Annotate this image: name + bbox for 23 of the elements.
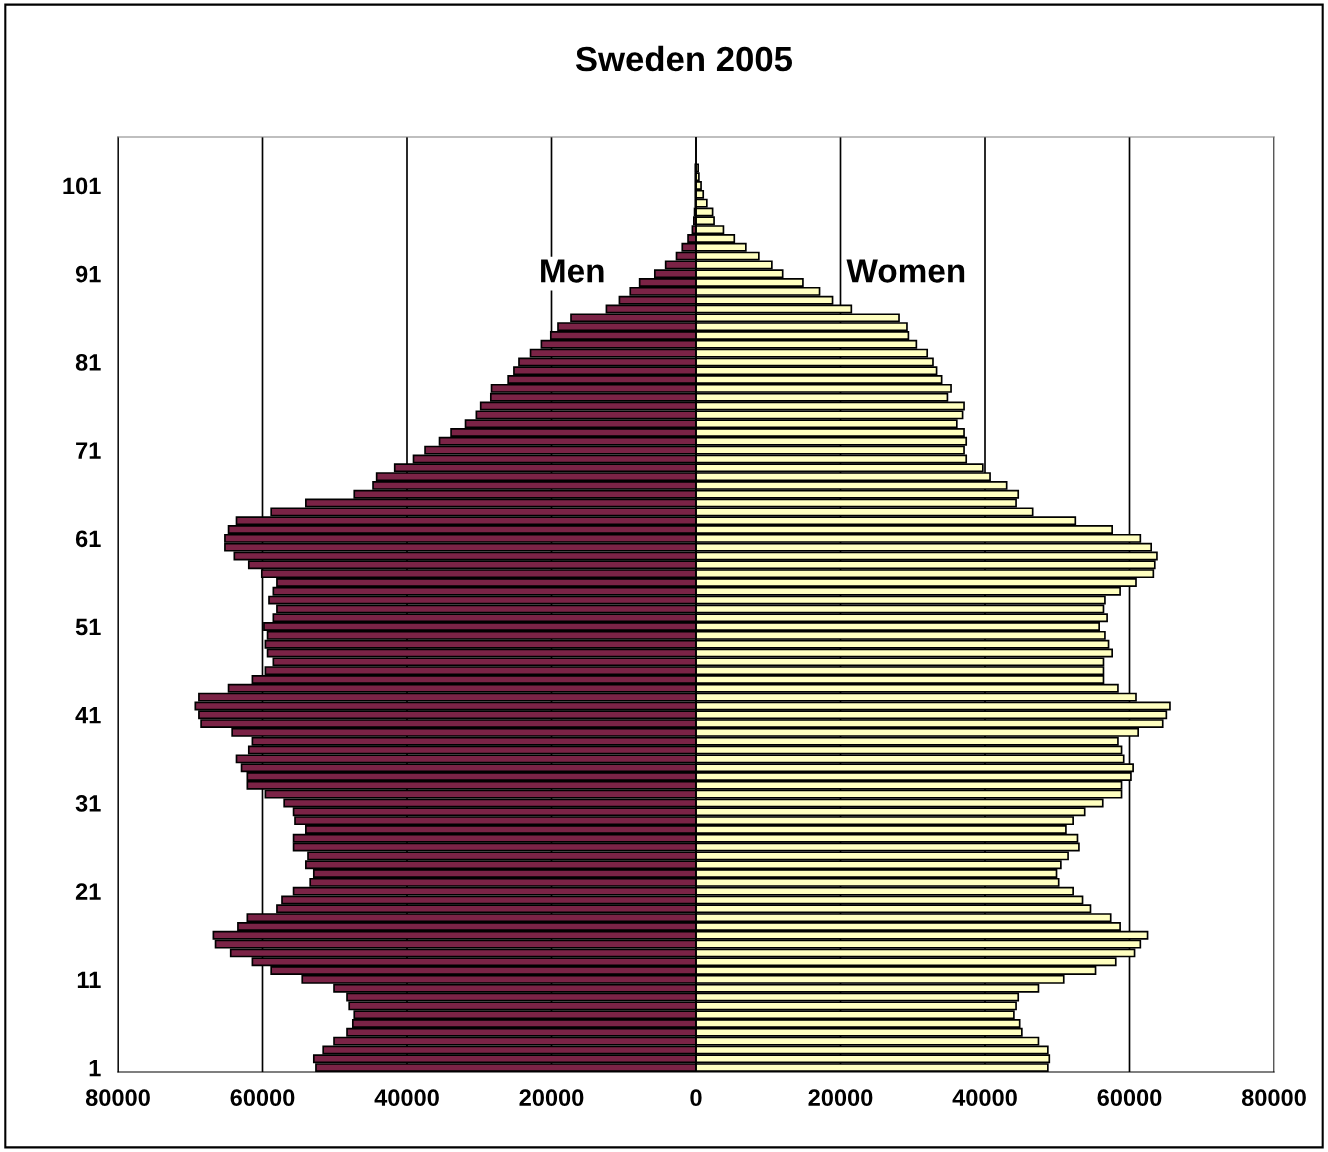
x-tick-label: 60000: [230, 1089, 295, 1107]
y-tick-label: 91: [75, 265, 101, 283]
x-tick-label: 40000: [374, 1089, 439, 1107]
y-tick-label: 11: [77, 971, 101, 988]
series-label: Men: [541, 259, 604, 283]
x-tick-label: 20000: [519, 1089, 584, 1107]
x-tick-label: 80000: [1241, 1089, 1306, 1107]
y-tick-label: 81: [75, 354, 101, 371]
x-tick-label: 20000: [808, 1089, 873, 1107]
y-tick-label: 101: [63, 177, 101, 195]
x-tick-label: 60000: [1097, 1089, 1162, 1107]
x-tick-label: 40000: [952, 1089, 1017, 1107]
y-tick-label: 51: [75, 618, 101, 636]
y-tick-label: 21: [75, 883, 101, 900]
y-tick-label: 61: [75, 530, 101, 548]
y-tick-label: 71: [76, 442, 101, 459]
y-tick-label: 41: [75, 707, 101, 724]
x-tick-label: 0: [690, 1089, 702, 1107]
y-tick-label: 31: [75, 795, 101, 812]
chart-title: Sweden 2005: [575, 45, 793, 72]
series-label: Women: [846, 259, 965, 283]
y-tick-label: 1: [89, 1059, 101, 1077]
x-tick-label: 80000: [85, 1089, 150, 1107]
